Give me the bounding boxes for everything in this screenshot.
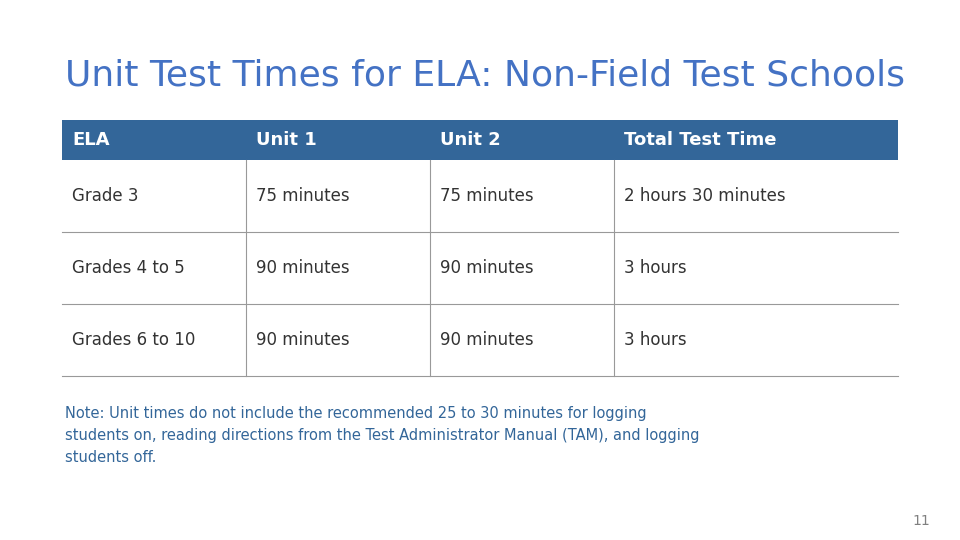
Text: Unit Test Times for ELA: Non-Field Test Schools: Unit Test Times for ELA: Non-Field Test … xyxy=(65,58,905,92)
Text: Note: Unit times do not include the recommended 25 to 30 minutes for logging
stu: Note: Unit times do not include the reco… xyxy=(65,406,700,465)
Text: Grades 4 to 5: Grades 4 to 5 xyxy=(72,259,185,277)
Text: ELA: ELA xyxy=(72,131,109,149)
Text: 90 minutes: 90 minutes xyxy=(440,259,534,277)
Text: 3 hours: 3 hours xyxy=(624,259,686,277)
Text: 2 hours 30 minutes: 2 hours 30 minutes xyxy=(624,187,785,205)
Text: 90 minutes: 90 minutes xyxy=(256,331,349,349)
Text: 11: 11 xyxy=(912,514,930,528)
Text: 75 minutes: 75 minutes xyxy=(440,187,534,205)
Text: 75 minutes: 75 minutes xyxy=(256,187,349,205)
Text: Total Test Time: Total Test Time xyxy=(624,131,776,149)
Text: Grades 6 to 10: Grades 6 to 10 xyxy=(72,331,196,349)
Text: 90 minutes: 90 minutes xyxy=(440,331,534,349)
Bar xyxy=(62,120,898,160)
Text: Grade 3: Grade 3 xyxy=(72,187,139,205)
Text: Unit 2: Unit 2 xyxy=(440,131,500,149)
Text: Unit 1: Unit 1 xyxy=(256,131,317,149)
Text: 3 hours: 3 hours xyxy=(624,331,686,349)
Text: 90 minutes: 90 minutes xyxy=(256,259,349,277)
